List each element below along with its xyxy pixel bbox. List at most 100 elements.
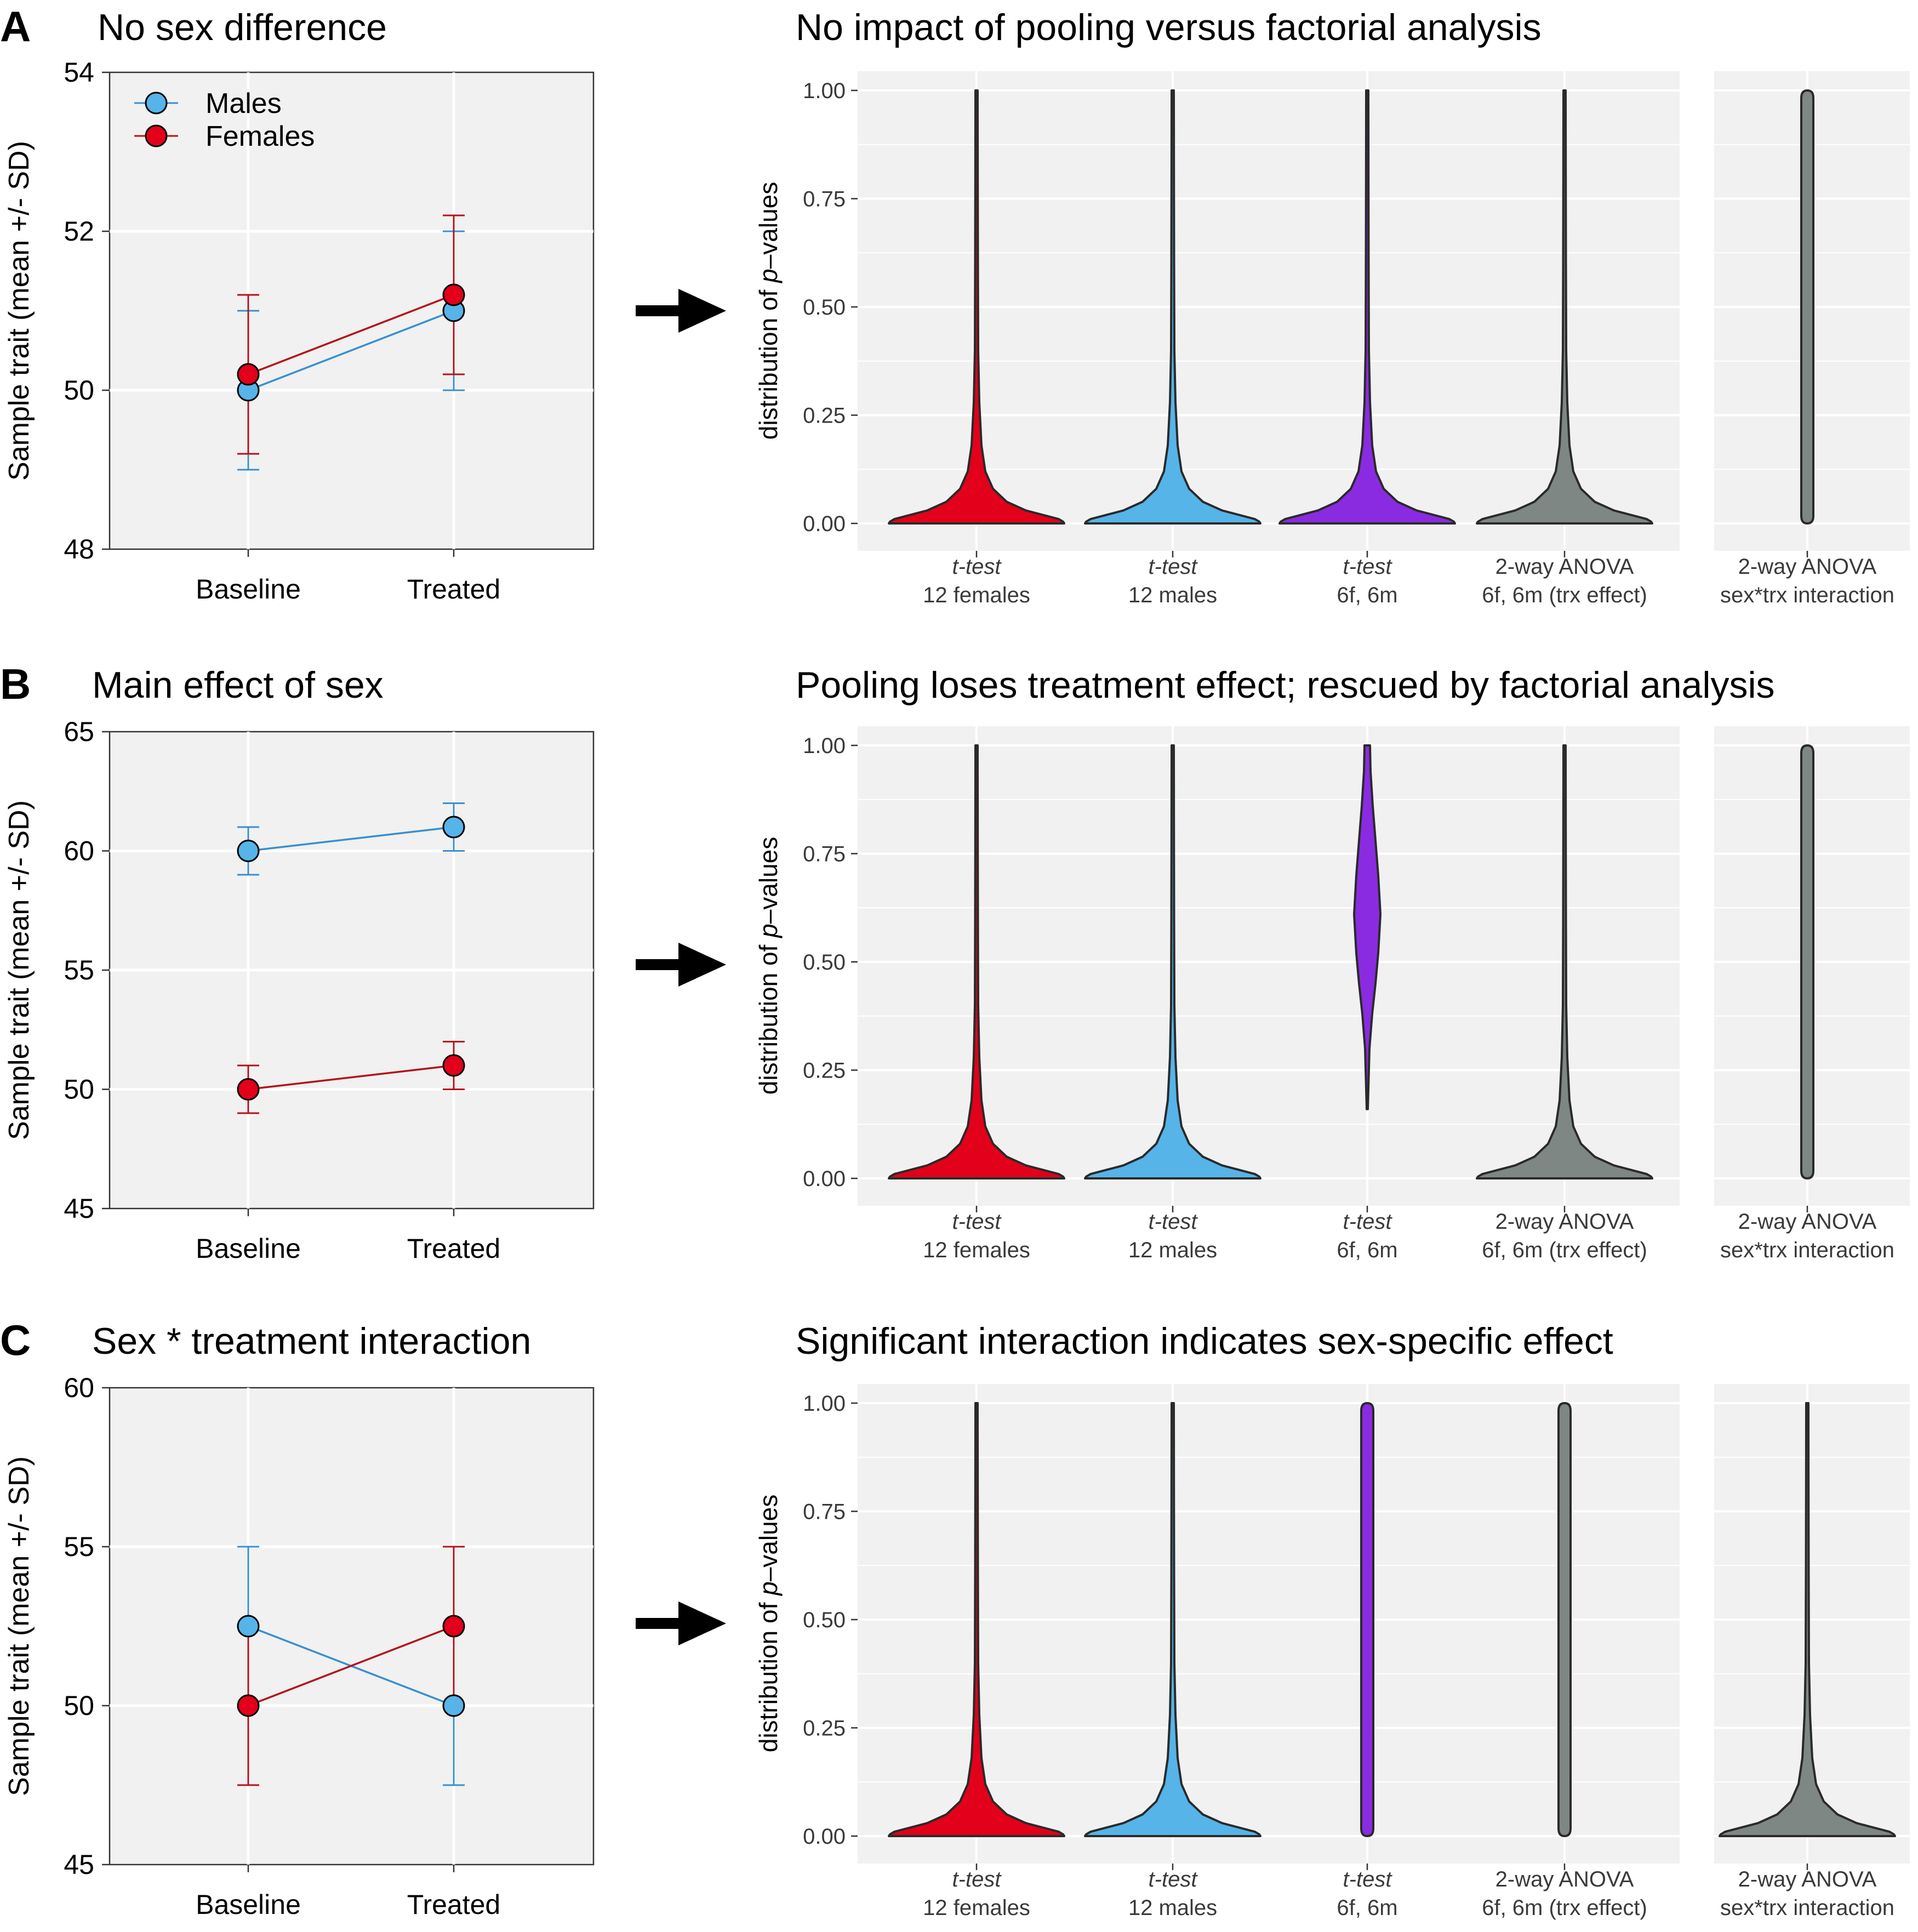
- violin-pooled: [1353, 744, 1382, 1110]
- y-tick-label: 54: [64, 57, 94, 88]
- y-tick-label: 55: [64, 1531, 94, 1562]
- violin-males: [1084, 1402, 1261, 1837]
- y-tick-label: 60: [64, 836, 94, 867]
- category-test-label: t-test: [952, 555, 1002, 579]
- females-point: [237, 1078, 260, 1101]
- violin-anova: [1800, 89, 1814, 525]
- category-detail-label: sex*trx interaction: [1720, 1896, 1894, 1920]
- y-tick-label: 0.25: [803, 404, 846, 428]
- category-test-label: t-test: [1149, 1210, 1198, 1234]
- violin-females: [888, 1402, 1065, 1837]
- violin-females: [888, 744, 1065, 1179]
- line-chart: 45 50 55 60 65 Baseline Treated Sample trait (…: [3, 716, 595, 1264]
- category-detail-label: 12 males: [1128, 583, 1217, 607]
- panel-letter: A: [0, 2, 31, 50]
- y-tick-label: 1.00: [803, 734, 846, 758]
- violin-chart-title: Significant interaction indicates sex-sp…: [796, 1320, 1613, 1362]
- y-tick-label: 1.00: [803, 1392, 846, 1416]
- panel-letter: B: [0, 660, 31, 708]
- x-tick-label: Baseline: [196, 1233, 301, 1264]
- violin-pooled: [1360, 1402, 1374, 1837]
- plot-area: [109, 1387, 595, 1866]
- line-chart: 45 50 55 60 Baseline Treated Sample trait (me…: [3, 1372, 595, 1920]
- category-test-label: t-test: [952, 1867, 1002, 1891]
- y-tick-label: 0.50: [803, 295, 846, 320]
- y-tick-label: 48: [64, 534, 94, 565]
- category-test-label: 2-way ANOVA: [1738, 555, 1877, 579]
- males-point: [237, 840, 260, 862]
- category-test-label: 2-way ANOVA: [1738, 1867, 1877, 1891]
- y-tick-label: 0.00: [803, 512, 846, 536]
- violin-females: [888, 89, 1065, 525]
- violin-anova: [1476, 744, 1653, 1179]
- category-test-label: 2-way ANOVA: [1738, 1210, 1877, 1234]
- y-axis-title: Sample trait (mean +/- SD): [3, 141, 35, 481]
- line-chart-title: No sex difference: [98, 7, 387, 48]
- category-detail-label: 6f, 6m (trx effect): [1482, 583, 1647, 607]
- y-axis-title: distribution of p–values: [754, 182, 783, 440]
- category-detail-label: sex*trx interaction: [1720, 1238, 1894, 1262]
- violin-chart: 0.00 0.25 0.50 0.75 1.00 t-test 12 females t-te…: [754, 71, 1910, 607]
- plot-area: [109, 71, 595, 550]
- legend-males-label: Males: [206, 88, 282, 119]
- x-tick-label: Treated: [407, 574, 500, 605]
- males-series-line: [248, 310, 454, 391]
- y-tick-label: 50: [64, 1074, 94, 1105]
- y-tick-label: 0.00: [803, 1167, 846, 1191]
- category-detail-label: 6f, 6m (trx effect): [1482, 1238, 1647, 1262]
- category-test-label: t-test: [952, 1210, 1002, 1234]
- y-tick-label: 55: [64, 955, 94, 985]
- category-detail-label: 12 males: [1128, 1896, 1217, 1920]
- y-tick-label: 0.50: [803, 950, 846, 974]
- y-tick-label: 45: [64, 1849, 94, 1880]
- y-tick-label: 45: [64, 1193, 94, 1224]
- x-tick-label: Baseline: [196, 574, 301, 605]
- y-axis-title: distribution of p–values: [754, 837, 783, 1095]
- panel-letter: C: [0, 1316, 31, 1364]
- arrow-icon: [636, 1602, 726, 1645]
- line-chart-title: Sex * treatment interaction: [92, 1320, 531, 1362]
- plot-area: [858, 71, 1910, 551]
- females-series-line: [248, 1625, 454, 1707]
- category-test-label: t-test: [1343, 555, 1393, 579]
- violin-anova: [1719, 1402, 1896, 1837]
- row-b: B Main effect of sex Pooling loses treat…: [0, 660, 1910, 1264]
- y-axis-title: Sample trait (mean +/- SD): [3, 800, 35, 1140]
- category-detail-label: 6f, 6m: [1337, 1238, 1397, 1262]
- facet-gap: [1680, 1384, 1714, 1863]
- category-detail-label: 6f, 6m: [1337, 583, 1397, 607]
- y-tick-label: 50: [64, 375, 94, 406]
- females-series-line: [248, 1064, 454, 1091]
- category-detail-label: 12 males: [1128, 1238, 1217, 1262]
- category-detail-label: 6f, 6m (trx effect): [1482, 1896, 1647, 1920]
- legend-females-marker: [145, 124, 168, 147]
- violin-anova: [1557, 1402, 1572, 1837]
- y-tick-label: 0.75: [803, 842, 846, 867]
- facet-gap: [1680, 726, 1714, 1206]
- females-point: [442, 1615, 465, 1638]
- facet-gap: [1680, 71, 1714, 551]
- arrow-icon: [636, 943, 726, 987]
- plot-area: [858, 1384, 1910, 1863]
- males-series-line: [248, 826, 454, 852]
- category-test-label: 2-way ANOVA: [1495, 1867, 1634, 1891]
- violin-anova: [1800, 744, 1814, 1179]
- y-tick-label: 0.00: [803, 1825, 846, 1849]
- y-tick-label: 0.50: [803, 1608, 846, 1632]
- males-point: [237, 1615, 260, 1638]
- category-detail-label: 12 females: [923, 583, 1030, 607]
- plot-area: [858, 726, 1910, 1206]
- legend: Males Females: [134, 88, 315, 152]
- violin-males: [1084, 89, 1261, 525]
- y-tick-label: 0.75: [803, 187, 846, 212]
- legend-females-label: Females: [206, 121, 315, 152]
- females-point: [442, 283, 465, 306]
- females-point: [237, 363, 260, 386]
- category-detail-label: 12 females: [923, 1238, 1030, 1262]
- males-point: [442, 816, 465, 839]
- category-test-label: t-test: [1343, 1867, 1393, 1891]
- violin-chart-title: No impact of pooling versus factorial an…: [796, 7, 1542, 48]
- females-point: [237, 1694, 260, 1717]
- category-detail-label: 12 females: [923, 1896, 1030, 1920]
- y-tick-label: 0.25: [803, 1717, 846, 1741]
